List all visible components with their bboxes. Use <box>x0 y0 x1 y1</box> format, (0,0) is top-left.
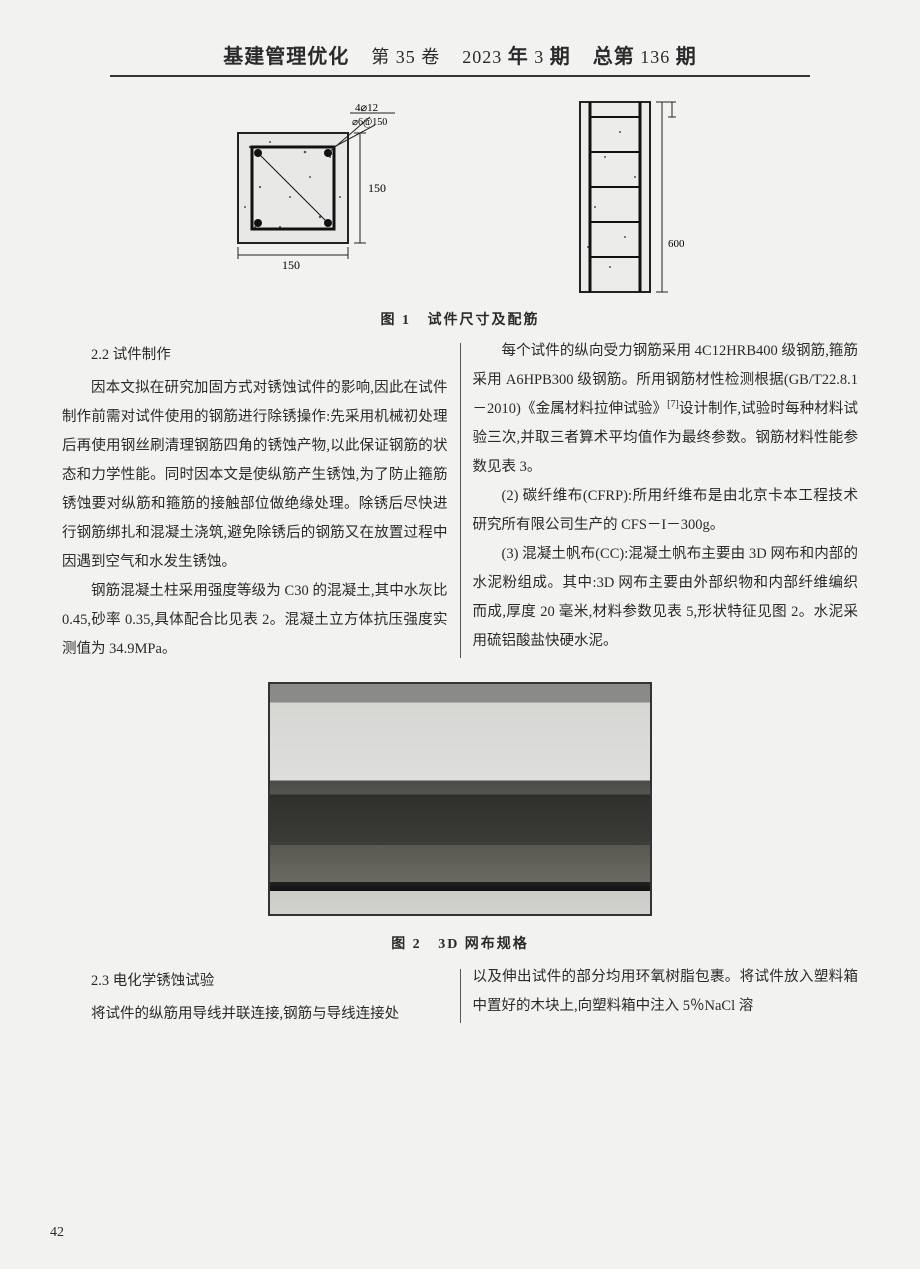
page-number: 42 <box>50 1225 64 1241</box>
fig1b-height-label: 600 <box>668 238 685 250</box>
year-suffix: 年 <box>508 46 529 68</box>
left-column: 2.2 试件制作 因本文拟在研究加固方式对锈蚀试件的影响,因此在试件制作前需对试… <box>50 337 460 664</box>
bottom-right-column: 以及伸出试件的部分均用环氧树脂包裹。将试件放入塑料箱中置好的木块上,向塑料箱中注… <box>461 963 871 1029</box>
vol-label: 第 <box>371 47 390 67</box>
right-para-1: 每个试件的纵向受力钢筋采用 4C12HRB400 级钢筋,箍筋采用 A6HPB3… <box>473 337 859 482</box>
right-para-2: (2) 碳纤维布(CFRP):所用纤维布是由北京卡本工程技术研究所有限公司生产的… <box>473 482 859 540</box>
figure-1-caption: 图 1 试件尺寸及配筋 <box>50 309 870 329</box>
figure-1a-cross-section: 4⌀12 ⌀6@150 150 150 <box>210 97 410 277</box>
figure-1-row: 4⌀12 ⌀6@150 150 150 <box>50 97 870 297</box>
issue-suffix: 期 <box>550 46 571 68</box>
total-num: 136 <box>640 47 670 67</box>
issue-num: 3 <box>534 47 544 67</box>
page-header: 基建管理优化 第 35 卷 2023 年 3 期 总第 136 期 <box>110 40 810 77</box>
figure-2-wrap: 图 2 3D 网布规格 <box>50 682 870 953</box>
figure-2-caption: 图 2 3D 网布规格 <box>50 933 870 953</box>
fig1a-top-label: 4⌀12 <box>355 102 378 114</box>
right-para-3: (3) 混凝土帆布(CC):混凝土帆布主要由 3D 网布和内部的水泥粉组成。其中… <box>473 540 859 656</box>
section-2-3-title: 2.3 电化学锈蚀试验 <box>62 967 448 996</box>
figure-2-image <box>268 682 652 916</box>
bottom-left-column: 2.3 电化学锈蚀试验 将试件的纵筋用导线并联连接,钢筋与导线连接处 <box>50 963 460 1029</box>
left-para-1: 因本文拟在研究加固方式对锈蚀试件的影响,因此在试件制作前需对试件使用的钢筋进行除… <box>62 374 448 577</box>
total-label: 总第 <box>593 46 635 68</box>
section-2-2-title: 2.2 试件制作 <box>62 341 448 370</box>
year-num: 2023 <box>462 47 502 67</box>
bottom-right-para: 以及伸出试件的部分均用环氧树脂包裹。将试件放入塑料箱中置好的木块上,向塑料箱中注… <box>473 963 859 1021</box>
body-columns: 2.2 试件制作 因本文拟在研究加固方式对锈蚀试件的影响,因此在试件制作前需对试… <box>50 337 870 664</box>
fig2-text: 3D 网布规格 <box>438 937 529 952</box>
citation-7: [7] <box>667 399 679 410</box>
fig1a-width-label: 150 <box>282 258 300 272</box>
vol-suffix: 卷 <box>421 47 440 67</box>
fig1-text: 试件尺寸及配筋 <box>428 313 540 328</box>
figure-1b-elevation: 600 <box>560 97 710 297</box>
left-para-2: 钢筋混凝土柱采用强度等级为 C30 的混凝土,其中水灰比 0.45,砂率 0.3… <box>62 577 448 664</box>
vol-num: 35 <box>396 47 416 67</box>
page: 基建管理优化 第 35 卷 2023 年 3 期 总第 136 期 <box>0 0 920 1269</box>
fig1a-height-label: 150 <box>368 181 386 195</box>
right-column: 每个试件的纵向受力钢筋采用 4C12HRB400 级钢筋,箍筋采用 A6HPB3… <box>461 337 871 664</box>
journal-title: 基建管理优化 <box>223 46 349 68</box>
fig1a-stirrup-label: ⌀6@150 <box>352 117 387 128</box>
total-suffix: 期 <box>676 46 697 68</box>
fig1-label: 图 1 <box>381 313 412 328</box>
bottom-columns: 2.3 电化学锈蚀试验 将试件的纵筋用导线并联连接,钢筋与导线连接处 以及伸出试… <box>50 963 870 1029</box>
fig2-label: 图 2 <box>391 937 422 952</box>
bottom-left-para: 将试件的纵筋用导线并联连接,钢筋与导线连接处 <box>62 1000 448 1029</box>
